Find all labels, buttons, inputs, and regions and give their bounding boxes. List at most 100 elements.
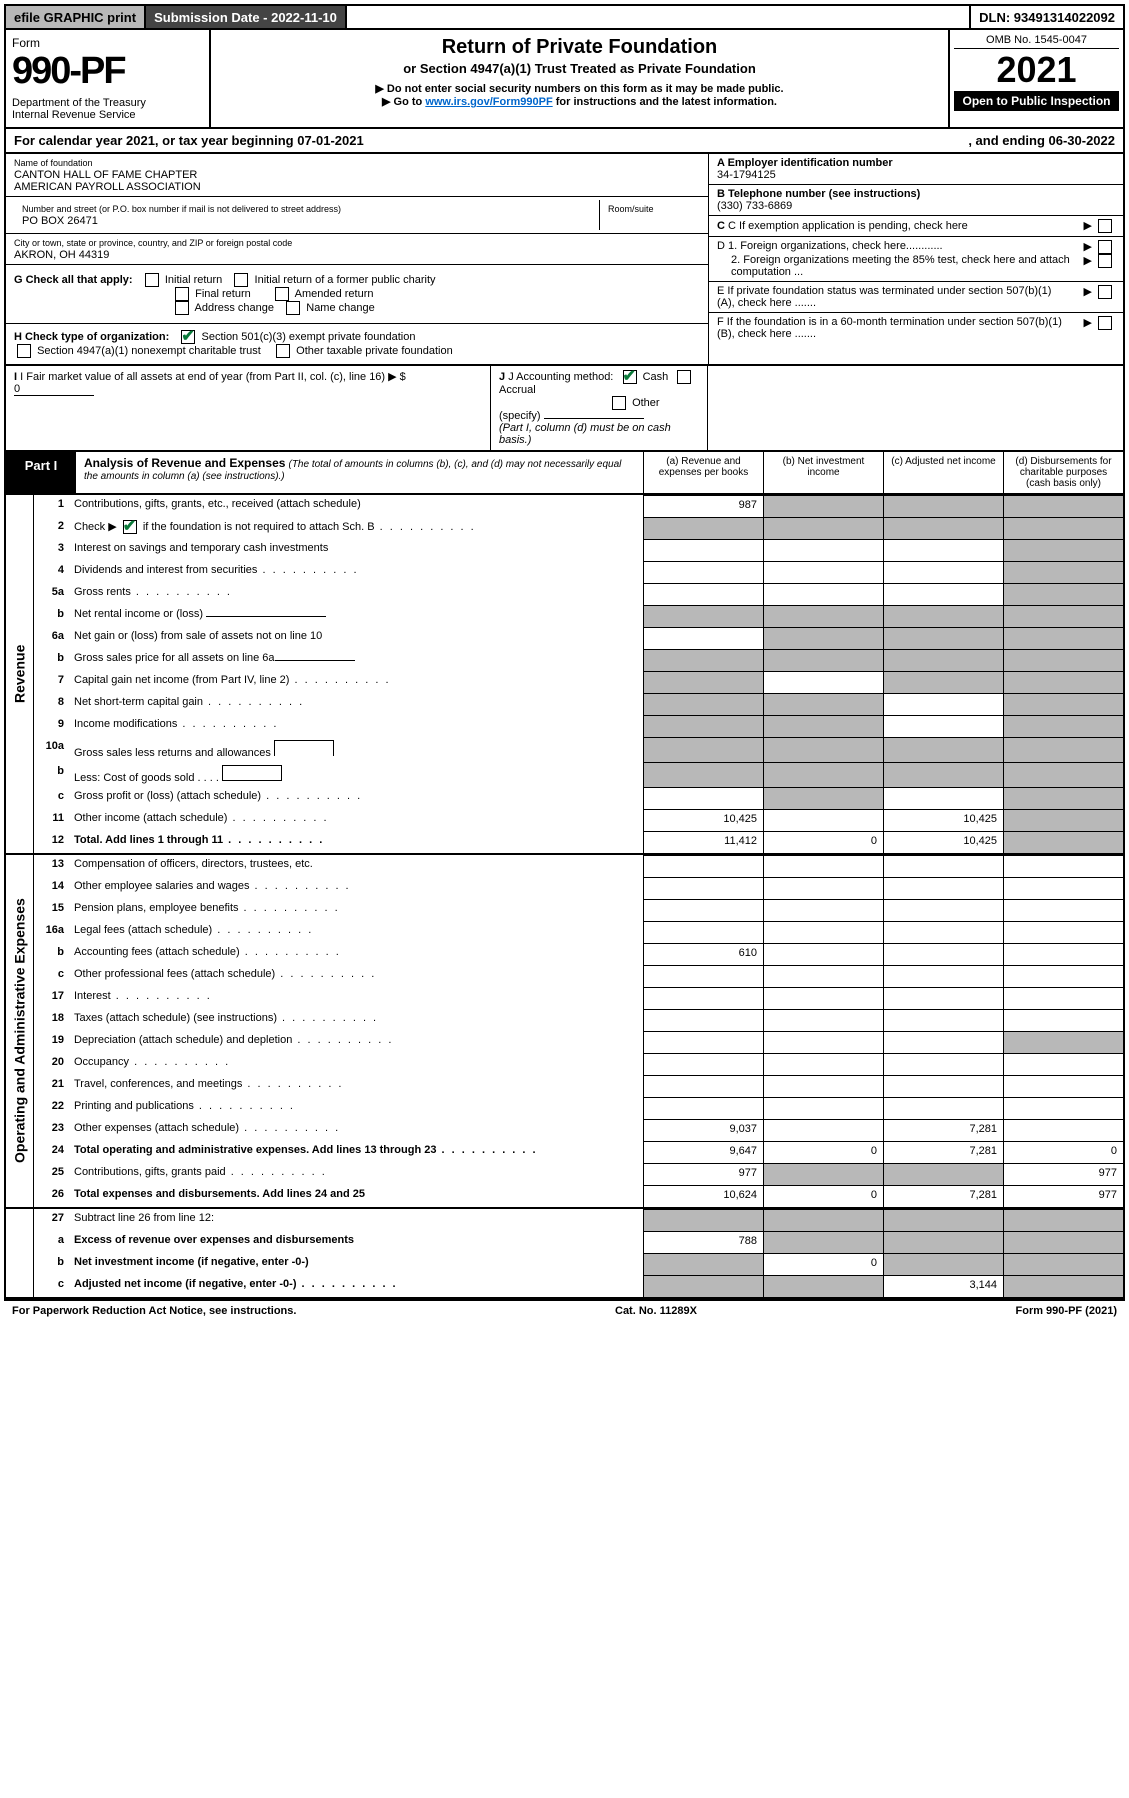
line-16b-a: 610 (643, 943, 763, 965)
d2-label: 2. Foreign organizations meeting the 85%… (731, 254, 1071, 278)
line-27-desc: Subtract line 26 from line 12: (70, 1209, 643, 1231)
line-27b-desc: Net investment income (if negative, ente… (70, 1253, 643, 1275)
line-23-c: 7,281 (883, 1119, 1003, 1141)
line-16a-desc: Legal fees (attach schedule) (70, 921, 643, 943)
foundation-address: PO BOX 26471 (22, 215, 98, 227)
line-25-desc: Contributions, gifts, grants paid (70, 1163, 643, 1185)
line-12-a: 11,412 (643, 831, 763, 853)
open-to-public: Open to Public Inspection (954, 91, 1119, 111)
line-3-desc: Interest on savings and temporary cash i… (70, 539, 643, 561)
top-bar: efile GRAPHIC print Submission Date - 20… (4, 4, 1125, 30)
line-21-desc: Travel, conferences, and meetings (70, 1075, 643, 1097)
line-2-desc: Check ▶ if the foundation is not require… (70, 517, 643, 539)
initial-former-checkbox[interactable] (234, 273, 248, 287)
line-27b-b: 0 (763, 1253, 883, 1275)
caly-begin: For calendar year 2021, or tax year begi… (14, 133, 364, 148)
j-cash: Cash (643, 371, 669, 383)
g-initial: Initial return (165, 274, 222, 286)
line-20-desc: Occupancy (70, 1053, 643, 1075)
i-label: I Fair market value of all assets at end… (20, 371, 385, 383)
ein-value: 34-1794125 (717, 169, 776, 181)
sec4947-checkbox[interactable] (17, 344, 31, 358)
e-label: E If private foundation status was termi… (717, 285, 1067, 309)
f-checkbox[interactable] (1098, 316, 1112, 330)
j-accrual: Accrual (499, 384, 536, 396)
topbar-spacer (347, 6, 971, 28)
part1-label: Part I (6, 452, 76, 493)
line-11-a: 10,425 (643, 809, 763, 831)
g-label: G Check all that apply: (14, 274, 133, 286)
other-taxable-checkbox[interactable] (276, 344, 290, 358)
line-5a-desc: Gross rents (70, 583, 643, 605)
line-25-a: 977 (643, 1163, 763, 1185)
line2-checkbox[interactable] (123, 520, 137, 534)
note2-post: for instructions and the latest informat… (553, 96, 777, 108)
line-9-desc: Income modifications (70, 715, 643, 737)
initial-return-checkbox[interactable] (145, 273, 159, 287)
line-17-desc: Interest (70, 987, 643, 1009)
col-d-header: (d) Disbursements for charitable purpose… (1003, 452, 1123, 493)
cash-checkbox[interactable] (623, 370, 637, 384)
line-12-c: 10,425 (883, 831, 1003, 853)
ein-label: A Employer identification number (717, 157, 893, 169)
j-note: (Part I, column (d) must be on cash basi… (499, 422, 671, 446)
h-other: Other taxable private foundation (296, 345, 453, 357)
page-footer: For Paperwork Reduction Act Notice, see … (4, 1299, 1125, 1321)
h-label: H Check type of organization: (14, 331, 169, 343)
sec501-checkbox[interactable] (181, 330, 195, 344)
part1-header: Part I Analysis of Revenue and Expenses … (4, 452, 1125, 495)
c-label: C If exemption application is pending, c… (728, 220, 968, 232)
form-number: 990-PF (12, 50, 203, 93)
g-final: Final return (195, 288, 251, 300)
footer-mid: Cat. No. 11289X (615, 1305, 697, 1317)
line-12-b: 0 (763, 831, 883, 853)
expenses-section: Operating and Administrative Expenses 13… (4, 855, 1125, 1209)
dln-label: DLN: 93491314022092 (971, 6, 1123, 28)
accrual-checkbox[interactable] (677, 370, 691, 384)
calendar-year-row: For calendar year 2021, or tax year begi… (4, 129, 1125, 154)
name-label: Name of foundation (14, 158, 93, 168)
line-11-desc: Other income (attach schedule) (70, 809, 643, 831)
line-25-d: 977 (1003, 1163, 1123, 1185)
form-word: Form (12, 36, 203, 50)
revenue-section: Revenue 1Contributions, gifts, grants, e… (4, 495, 1125, 855)
line-23-desc: Other expenses (attach schedule) (70, 1119, 643, 1141)
line-24-d: 0 (1003, 1141, 1123, 1163)
h-501: Section 501(c)(3) exempt private foundat… (201, 331, 415, 343)
city-label: City or town, state or province, country… (14, 238, 292, 248)
e-checkbox[interactable] (1098, 285, 1112, 299)
name-change-checkbox[interactable] (286, 301, 300, 315)
addr-label: Number and street (or P.O. box number if… (22, 204, 341, 214)
final-return-checkbox[interactable] (175, 287, 189, 301)
line-6a-desc: Net gain or (loss) from sale of assets n… (70, 627, 643, 649)
line-18-desc: Taxes (attach schedule) (see instruction… (70, 1009, 643, 1031)
line-26-desc: Total expenses and disbursements. Add li… (70, 1185, 643, 1207)
line-16c-desc: Other professional fees (attach schedule… (70, 965, 643, 987)
footer-right: Form 990-PF (2021) (1016, 1305, 1117, 1317)
line-7-desc: Capital gain net income (from Part IV, l… (70, 671, 643, 693)
line-26-b: 0 (763, 1185, 883, 1207)
line-23-a: 9,037 (643, 1119, 763, 1141)
footer-left: For Paperwork Reduction Act Notice, see … (12, 1305, 296, 1317)
col-c-header: (c) Adjusted net income (883, 452, 1003, 493)
line-26-c: 7,281 (883, 1185, 1003, 1207)
amended-return-checkbox[interactable] (275, 287, 289, 301)
foundation-city: AKRON, OH 44319 (14, 249, 109, 261)
i-j-row: I I Fair market value of all assets at e… (4, 366, 1125, 452)
d2-checkbox[interactable] (1098, 254, 1112, 268)
line-24-c: 7,281 (883, 1141, 1003, 1163)
phone-value: (330) 733-6869 (717, 200, 792, 212)
g-amended: Amended return (295, 288, 374, 300)
address-change-checkbox[interactable] (175, 301, 189, 315)
form-title: Return of Private Foundation (217, 36, 942, 59)
line-24-desc: Total operating and administrative expen… (70, 1141, 643, 1163)
line-26-a: 10,624 (643, 1185, 763, 1207)
d1-checkbox[interactable] (1098, 240, 1112, 254)
irs-link[interactable]: www.irs.gov/Form990PF (425, 96, 552, 108)
line-1-a: 987 (643, 495, 763, 517)
foundation-name: CANTON HALL OF FAME CHAPTER AMERICAN PAY… (14, 169, 201, 193)
other-method-checkbox[interactable] (612, 396, 626, 410)
c-checkbox[interactable] (1098, 219, 1112, 233)
room-label: Room/suite (608, 204, 654, 214)
i-ptr: ▶ $ (388, 371, 406, 383)
